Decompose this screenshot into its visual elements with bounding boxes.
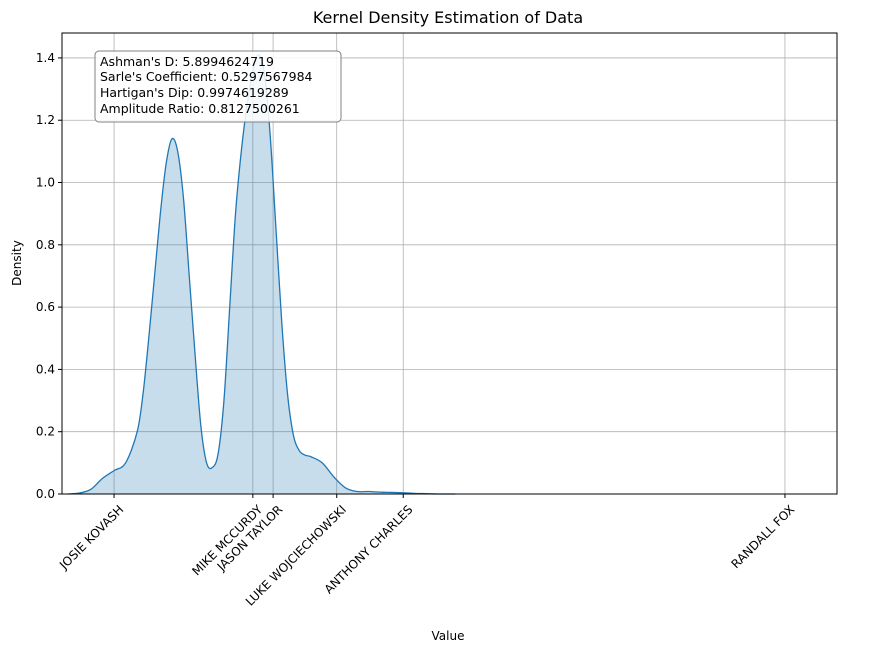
y-tick-label: 1.0 <box>36 176 55 190</box>
y-tick-label: 0.8 <box>36 238 55 252</box>
y-tick-label: 1.2 <box>36 113 55 127</box>
annotation-line-ashman: Ashman's D: 5.8994624719 <box>100 54 274 69</box>
plot-frame <box>61 32 838 495</box>
x-axis-label: Value <box>432 629 465 643</box>
y-tick-label: 0.2 <box>36 425 55 439</box>
density-fill <box>67 54 456 494</box>
y-axis: 0.0 0.2 0.4 0.6 0.8 1.0 1.2 1.4 <box>36 51 62 501</box>
annotation-box-frame <box>94 50 342 123</box>
y-axis-label: Density <box>10 240 24 286</box>
annotation-line-hartigan: Hartigan's Dip: 0.9974619289 <box>100 85 289 100</box>
density-line <box>67 54 456 495</box>
y-tick-label: 0.6 <box>36 300 55 314</box>
y-tick-label: 0.4 <box>36 362 55 376</box>
stats-annotation-box: Ashman's D: 5.8994624719 Sarle's Coeffic… <box>94 50 342 123</box>
annotation-line-sarle: Sarle's Coefficient: 0.5297567984 <box>100 69 313 84</box>
y-tick-label: 1.4 <box>36 51 55 65</box>
density-area <box>67 54 456 495</box>
chart-title: Kernel Density Estimation of Data <box>313 8 583 27</box>
y-tick-label: 0.0 <box>36 487 55 501</box>
annotation-line-amplitude: Amplitude Ratio: 0.8127500261 <box>100 101 300 116</box>
